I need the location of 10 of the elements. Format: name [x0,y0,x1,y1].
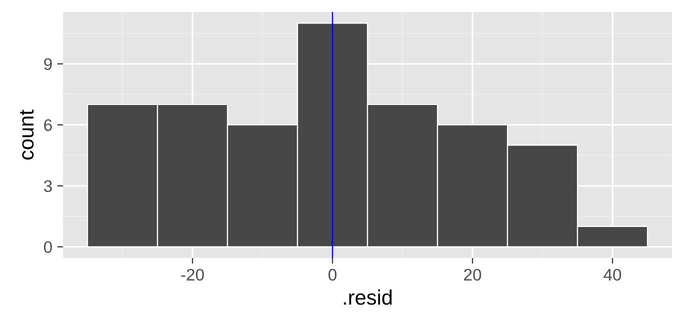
x-tick-label: 40 [604,268,622,281]
x-tick-label: 0 [328,268,336,281]
y-tick-label: 9 [44,58,52,70]
y-tick-label: 3 [44,180,52,192]
y-tick-label: 0 [44,241,52,254]
x-tick-label: 20 [464,268,482,281]
x-axis-title: .resid [344,290,392,305]
x-tick-label: -20 [181,268,204,281]
y-tick-label: 6 [44,119,52,132]
y-axis-title: count [20,110,34,160]
